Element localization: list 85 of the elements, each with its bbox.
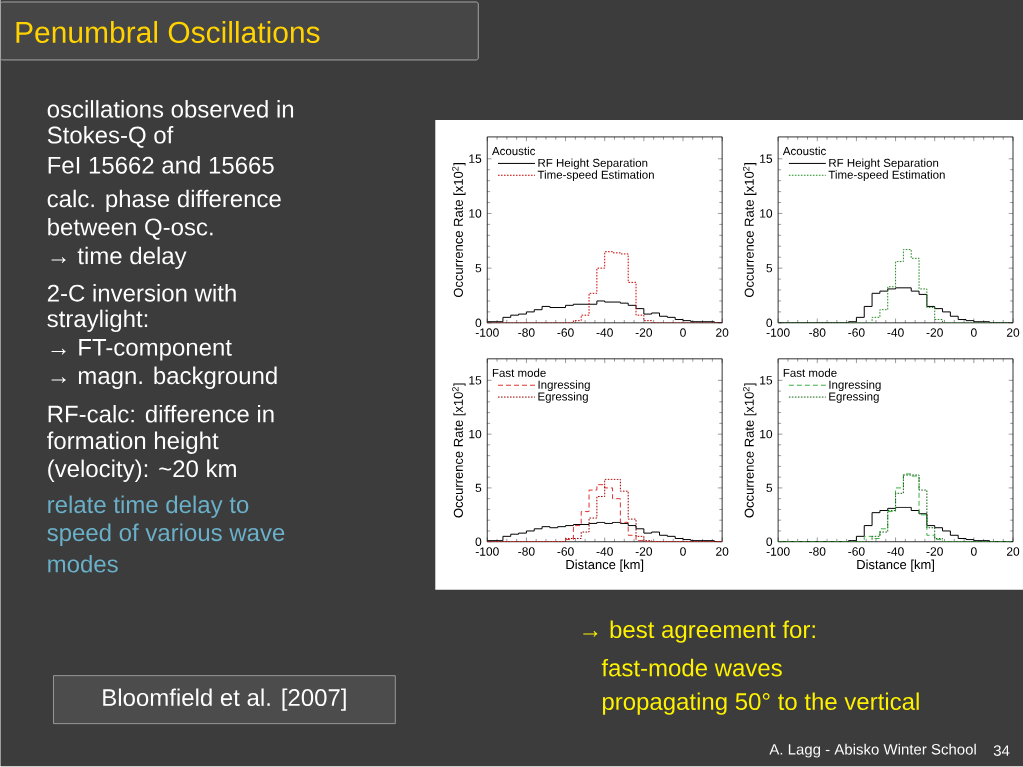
- y-tick-label: 15: [760, 154, 773, 164]
- text: modes: [48, 555, 118, 573]
- x-tick-label: -60: [557, 547, 574, 556]
- legend-label: Ingressing: [829, 380, 881, 392]
- legend-label: Egressing: [538, 392, 588, 404]
- x-tick-label: -20: [635, 547, 653, 556]
- x-tick-label: -100: [475, 328, 499, 338]
- x-axis-title: Distance [km]: [857, 559, 934, 572]
- y-tick-label: 10: [760, 430, 773, 439]
- legend-label: RF Height Separation: [538, 158, 648, 170]
- x-tick-label: -100: [766, 328, 790, 338]
- text: relate time delay to: [48, 495, 249, 519]
- x-tick-label: 0: [970, 328, 977, 338]
- y-tick-label: 0: [475, 537, 482, 547]
- x-tick-label: -40: [887, 547, 904, 556]
- y-axis-title: Occurrence Rate [x10$^{2}$]: [452, 163, 466, 298]
- y-tick-label: 15: [760, 376, 773, 385]
- text: A. Lagg - Abisko Winter School: [769, 743, 976, 758]
- y-tick-label: 10: [469, 209, 482, 218]
- text: Stokes-Q of: [47, 126, 174, 149]
- x-tick-label: -60: [848, 547, 865, 556]
- legend-label: Ingressing: [538, 380, 590, 392]
- x-tick-label: 0: [680, 328, 686, 338]
- text: speed of various wave: [47, 523, 285, 547]
- x-tick-label: 20: [716, 547, 729, 556]
- text: Bloomfield et al. [2007]: [103, 688, 346, 712]
- legend-title: Acoustic: [491, 146, 536, 156]
- x-tick-label: -20: [926, 547, 943, 556]
- y-axis-title: Occurrence Rate [x10$^{2}$]: [742, 383, 757, 518]
- x-tick-label: -20: [926, 328, 943, 338]
- text: fast-mode waves: [601, 659, 782, 677]
- y-tick-label: 5: [475, 264, 482, 273]
- text: straylight:: [47, 309, 148, 333]
- legend-title: Fast mode: [783, 368, 837, 378]
- text: → FT-component: [51, 339, 232, 361]
- y-tick-label: 0: [475, 318, 482, 328]
- y-axis-title: Occurrence Rate [x10$^{2}$]: [742, 163, 757, 298]
- y-tick-label: 0: [766, 318, 773, 328]
- text: RF-calc: difference in: [48, 405, 274, 423]
- x-tick-label: -80: [518, 547, 535, 556]
- x-tick-label: -20: [635, 328, 653, 338]
- legend-label: Time-speed Estimation: [537, 170, 654, 182]
- text: → magn. background: [51, 366, 277, 390]
- x-axis-title: Distance [km]: [566, 559, 644, 572]
- text: between Q-osc.: [48, 218, 213, 241]
- text: → best agreement for:: [583, 620, 815, 644]
- y-tick-label: 5: [766, 264, 773, 273]
- y-tick-label: 0: [766, 537, 773, 547]
- x-tick-label: -40: [596, 547, 613, 556]
- x-tick-label: -80: [809, 328, 826, 338]
- y-tick-label: 10: [760, 209, 773, 218]
- y-axis-title: Occurrence Rate [x10$^{2}$]: [452, 383, 466, 518]
- legend-label: RF Height Separation: [829, 158, 939, 170]
- text: oscillations observed in: [47, 100, 294, 118]
- text: (velocity): ~20 km: [48, 459, 236, 483]
- text: 34: [993, 745, 1010, 757]
- x-tick-label: 0: [680, 547, 686, 556]
- y-tick-label: 5: [475, 483, 482, 493]
- x-tick-label: -80: [809, 547, 826, 556]
- text: formation height: [47, 431, 219, 455]
- text: calc. phase difference: [47, 189, 281, 213]
- x-tick-label: -80: [518, 328, 535, 338]
- text: 2-C inversion with: [47, 284, 236, 302]
- y-tick-label: 15: [469, 376, 482, 385]
- x-tick-label: -60: [557, 328, 574, 338]
- text: propagating 50° to the vertical: [602, 692, 919, 716]
- text: Penumbral Oscillations: [16, 21, 320, 44]
- x-tick-label: -100: [766, 547, 790, 556]
- x-tick-label: -60: [848, 328, 865, 338]
- x-tick-label: -40: [887, 328, 904, 338]
- x-tick-label: -40: [596, 328, 613, 338]
- x-tick-label: 0: [970, 547, 977, 556]
- y-tick-label: 10: [469, 430, 482, 439]
- x-tick-label: 20: [1006, 547, 1020, 556]
- x-tick-label: 20: [716, 328, 729, 338]
- legend-title: Fast mode: [492, 368, 546, 378]
- legend-label: Egressing: [829, 392, 879, 404]
- text: → time delay: [51, 246, 187, 270]
- legend-label: Time-speed Estimation: [828, 170, 945, 182]
- y-tick-label: 15: [469, 154, 482, 164]
- legend-title: Acoustic: [782, 146, 826, 156]
- x-tick-label: -100: [475, 547, 499, 556]
- y-tick-label: 5: [766, 483, 773, 493]
- x-tick-label: 20: [1006, 328, 1020, 338]
- text: FeI 15662 and 15665: [48, 156, 274, 174]
